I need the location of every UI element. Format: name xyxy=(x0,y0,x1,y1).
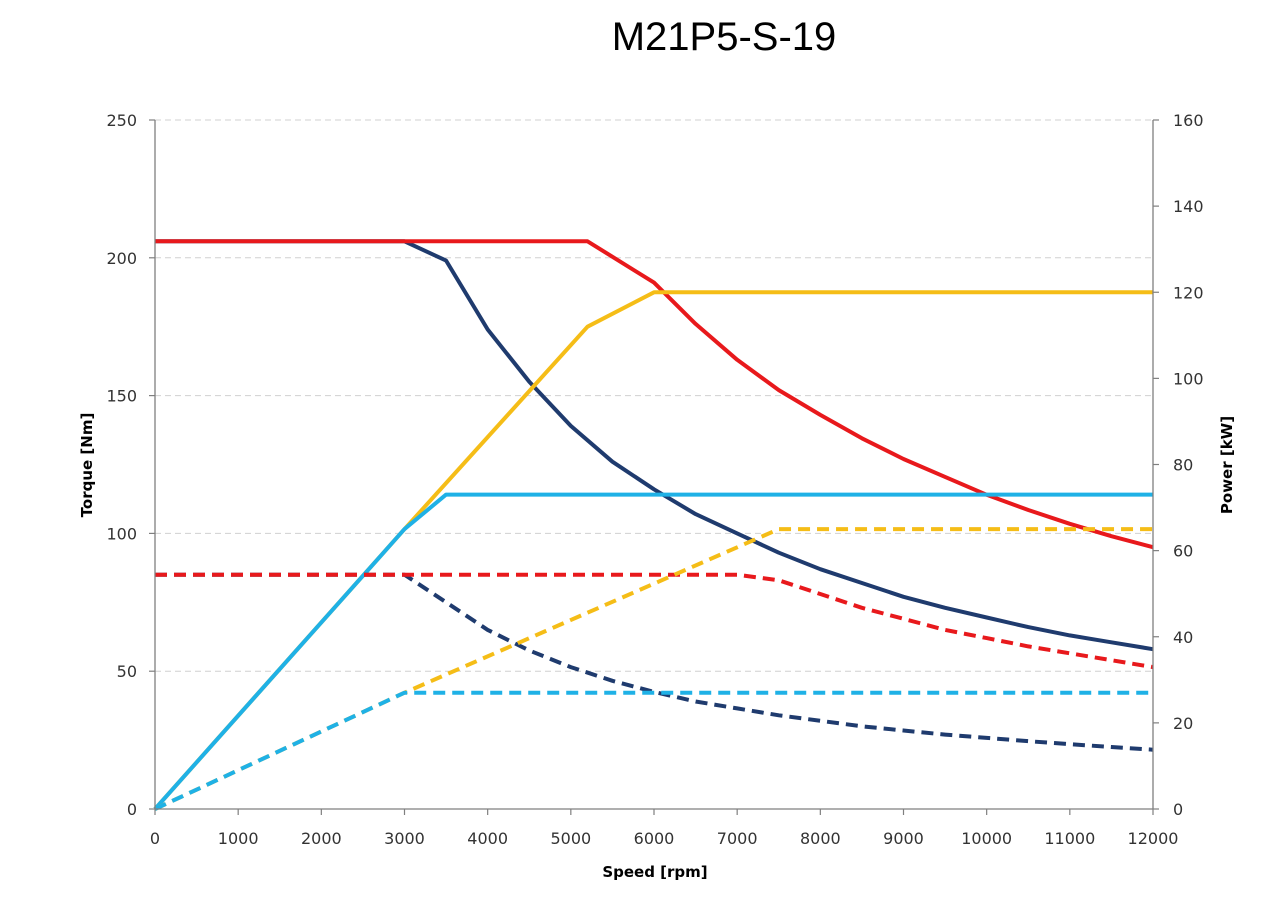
x-tick-label: 7000 xyxy=(717,829,758,848)
x-tick-label: 4000 xyxy=(467,829,508,848)
y2-tick-label: 80 xyxy=(1173,456,1193,475)
y2-tick-label: 20 xyxy=(1173,714,1193,733)
x-tick-label: 8000 xyxy=(800,829,841,848)
x-tick-label: 9000 xyxy=(883,829,924,848)
series-torque-navy-dashed xyxy=(155,572,1154,752)
y-axis-label: Torque [Nm] xyxy=(78,413,96,518)
x-tick-label: 0 xyxy=(150,829,160,848)
x-axis-label: Speed [rpm] xyxy=(602,863,707,881)
x-tick-label: 12000 xyxy=(1128,829,1179,848)
y2-tick-label: 100 xyxy=(1173,369,1204,388)
x-tick-label: 3000 xyxy=(384,829,425,848)
tick-labels: 0 1000 2000 3000 4000 5000 6000 7000 8000 9000 100… xyxy=(106,111,1203,848)
y-tick-label: 200 xyxy=(106,249,137,268)
y2-tick-label: 160 xyxy=(1173,111,1204,130)
y-tick-label: 50 xyxy=(117,662,137,681)
x-tick-label: 11000 xyxy=(1044,829,1095,848)
x-tick-label: 10000 xyxy=(961,829,1012,848)
y2-axis-label: Power [kW] xyxy=(1218,416,1236,514)
x-tick-label: 1000 xyxy=(218,829,259,848)
series-torque-navy-solid xyxy=(155,239,1154,652)
y2-tick-label: 60 xyxy=(1173,542,1193,561)
y-tick-label: 250 xyxy=(106,111,137,130)
series-torque-red-dashed xyxy=(155,572,1154,670)
y2-tick-label: 120 xyxy=(1173,283,1204,302)
series-power-yellow-solid xyxy=(153,290,1153,811)
series-power-cyan-dashed xyxy=(154,690,1153,811)
chart-title: M21P5-S-19 xyxy=(612,15,837,59)
axes xyxy=(149,119,1159,815)
x-tick-label: 6000 xyxy=(634,829,675,848)
y-tick-label: 150 xyxy=(106,387,137,406)
series-power-yellow-dashed xyxy=(154,527,1153,811)
y2-tick-label: 40 xyxy=(1173,628,1193,647)
x-tick-label: 5000 xyxy=(550,829,591,848)
series-torque-red-solid xyxy=(155,239,1154,550)
series-lines xyxy=(153,239,1154,811)
y-tick-label: 100 xyxy=(106,524,137,543)
y2-tick-label: 140 xyxy=(1173,197,1204,216)
y-tick-label: 0 xyxy=(127,800,137,819)
gridlines xyxy=(155,119,1153,672)
series-power-cyan-solid xyxy=(153,492,1153,811)
y2-tick-label: 0 xyxy=(1173,800,1183,819)
x-tick-label: 2000 xyxy=(301,829,342,848)
